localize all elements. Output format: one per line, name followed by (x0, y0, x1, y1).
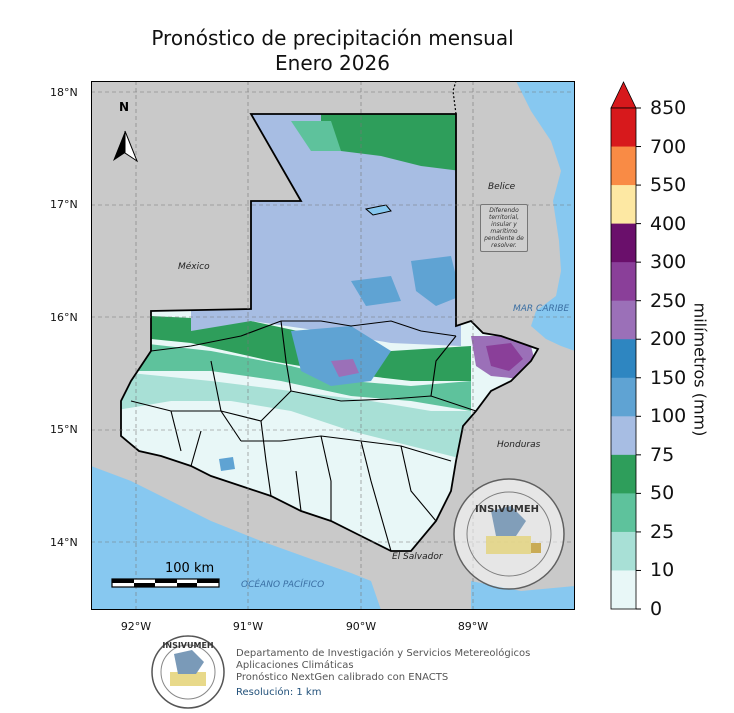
colorbar-frame (610, 107, 637, 610)
footer-resolution: Resolución: 1 km (236, 687, 322, 698)
colorbar-segment (611, 223, 636, 263)
lat-tick-16: 16°N (50, 311, 78, 324)
svg-text:INSIVUMEH: INSIVUMEH (162, 641, 213, 650)
lat-tick-15: 15°N (50, 423, 78, 436)
watermark-logo-text: INSIVUMEH (475, 504, 540, 515)
lat-tick-17: 17°N (50, 198, 78, 211)
colorbar-extend-triangle (610, 81, 637, 109)
lat-tick-14: 14°N (50, 536, 78, 549)
footer-line-3: Pronóstico NextGen calibrado con ENACTS (236, 672, 449, 683)
colorbar-tick-label: 850 (650, 97, 687, 119)
colorbar-tick-label: 200 (650, 328, 687, 351)
insivumeh-watermark-logo (453, 478, 565, 590)
colorbar-segment (611, 300, 636, 340)
label-oceano-pacifico: OCÉANO PACÍFICO (241, 580, 325, 590)
colorbar-tick-label: 400 (650, 212, 687, 235)
insivumeh-footer-logo: INSIVUMEH (151, 635, 225, 709)
north-label: N (119, 100, 130, 114)
colorbar-segment (611, 416, 636, 456)
scale-label: 100 km (165, 561, 215, 576)
label-el-salvador: El Salvador (392, 552, 443, 562)
colorbar-tick-label: 250 (650, 289, 687, 312)
colorbar-tick-label: 700 (650, 135, 687, 158)
colorbar-segment (611, 185, 636, 225)
map-title: Pronóstico de precipitación mensual (151, 26, 514, 50)
colorbar-tick-label: 75 (650, 443, 675, 466)
colorbar-segment (611, 570, 636, 610)
colorbar-segment (611, 377, 636, 417)
colorbar-tick-label: 300 (650, 251, 687, 274)
colorbar-tick-label: 25 (650, 520, 675, 543)
colorbar-segment (611, 146, 636, 186)
label-mar-caribe: MAR CARIBE (513, 304, 570, 314)
colorbar-tick-label: 550 (650, 174, 687, 197)
footer-line-1: Departamento de Investigación y Servicio… (236, 648, 531, 659)
colorbar-segment (611, 454, 636, 494)
colorbar-segment (611, 531, 636, 571)
colorbar-segment (611, 493, 636, 533)
colorbar-tick-label: 150 (650, 366, 687, 389)
colorbar-segment (611, 108, 636, 148)
footer-line-2: Aplicaciones Climáticas (236, 660, 354, 671)
north-arrow-icon (113, 130, 139, 163)
colorbar-tick-label: 50 (650, 482, 675, 505)
colorbar-tick-label: 100 (650, 405, 687, 428)
colorbar-unit-label: milímetros (mm) (690, 302, 710, 437)
colorbar-segment (611, 262, 636, 302)
colorbar-tick-label: 0 (650, 598, 663, 620)
label-belice: Belice (488, 182, 516, 192)
lat-tick-18: 18°N (50, 86, 78, 99)
lon-tick-89: 89°W (457, 620, 489, 633)
lon-tick-90: 90°W (345, 620, 377, 633)
lon-tick-91: 91°W (232, 620, 264, 633)
colorbar-tick-label: 10 (650, 559, 675, 582)
dispute-note: Diferendo territorial, insular y marítim… (480, 204, 528, 252)
label-honduras: Honduras (497, 440, 541, 450)
precipitation-map (91, 81, 575, 610)
label-mexico: México (178, 262, 210, 272)
map-subtitle: Enero 2026 (275, 51, 390, 75)
scale-bar (111, 578, 220, 588)
lon-tick-92: 92°W (120, 620, 152, 633)
colorbar-segment (611, 339, 636, 379)
